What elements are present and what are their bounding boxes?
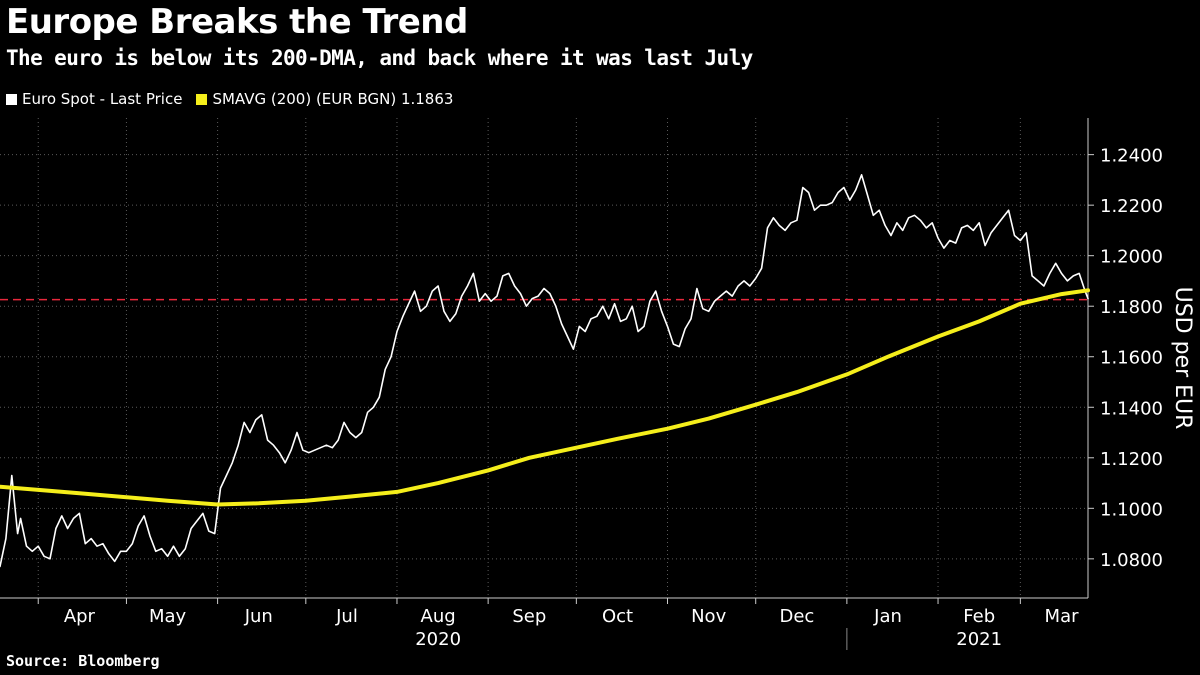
source-note: Source: Bloomberg [6, 652, 160, 670]
legend-swatch-spot [6, 93, 17, 105]
x-tick-label: Dec [779, 606, 814, 627]
x-tick-label: Jan [873, 606, 902, 627]
x-tick-label: Nov [691, 606, 726, 627]
legend-label-spot: Euro Spot - Last Price [22, 90, 183, 108]
chart-subtitle: The euro is below its 200-DMA, and back … [6, 46, 753, 70]
legend-item-sma: SMAVG (200) (EUR BGN) 1.1863 [196, 90, 453, 108]
y-tick-label: 1.1000 [1100, 499, 1163, 520]
y-axis-title: USD per EUR [1170, 287, 1195, 430]
x-year-label: 2020 [415, 629, 461, 650]
series-line-sma200 [0, 288, 1090, 507]
y-tick-label: 1.2400 [1100, 146, 1163, 167]
y-tick-label: 1.1800 [1100, 297, 1163, 318]
chart-legend: Euro Spot - Last Price SMAVG (200) (EUR … [6, 90, 467, 108]
x-tick-label: Sep [512, 606, 546, 627]
legend-item-spot: Euro Spot - Last Price [6, 90, 182, 108]
x-tick-label: May [149, 606, 187, 627]
x-tick-label: Jul [335, 606, 358, 627]
y-tick-label: 1.1600 [1100, 348, 1163, 369]
y-tick-label: 1.0800 [1100, 550, 1163, 571]
y-tick-label: 1.1200 [1100, 449, 1163, 470]
y-tick-label: 1.1400 [1100, 398, 1163, 419]
y-tick-label: 1.2000 [1100, 247, 1163, 268]
x-tick-label: Aug [421, 606, 456, 627]
x-tick-label: Oct [602, 606, 633, 627]
y-tick-label: 1.2200 [1100, 196, 1163, 217]
x-tick-label: Apr [64, 606, 96, 627]
x-tick-label: Feb [963, 606, 995, 627]
series-line-euro-spot [0, 174, 1089, 568]
x-year-label: 2021 [956, 629, 1002, 650]
chart-title: Europe Breaks the Trend [6, 2, 468, 42]
x-tick-label: Mar [1045, 606, 1080, 627]
legend-swatch-sma [196, 93, 208, 105]
x-tick-label: Jun [244, 606, 273, 627]
legend-label-sma: SMAVG (200) (EUR BGN) 1.1863 [212, 90, 454, 108]
